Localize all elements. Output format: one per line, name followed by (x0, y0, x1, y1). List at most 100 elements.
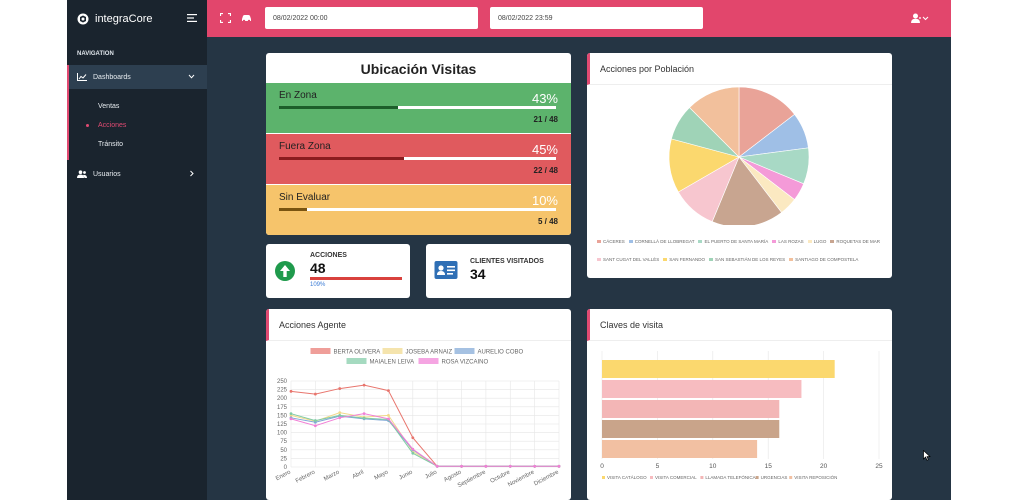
pie-slice[interactable] (738, 86, 795, 158)
data-point[interactable] (289, 389, 293, 393)
card-title: Acciones por Población (587, 53, 892, 85)
card-title: Acciones Agente (266, 309, 571, 341)
data-point[interactable] (387, 414, 390, 417)
claves-visita-card: Claves de visita 0 5 10 15 20 25 VISITA CATÁLO… (587, 309, 892, 500)
acciones-percent: 109% (310, 282, 326, 288)
menu-toggle-icon[interactable] (187, 13, 197, 23)
data-point[interactable] (484, 464, 488, 468)
data-point[interactable] (460, 464, 463, 468)
bar[interactable] (602, 400, 780, 418)
data-point[interactable] (313, 424, 317, 428)
legend-item[interactable]: SANT CUGAT DEL VALLÈS (597, 255, 659, 264)
pie-slice[interactable] (711, 156, 783, 225)
x-tick-label: Mayo (374, 469, 390, 481)
legend-label: LAS ROZAS (778, 239, 804, 244)
legend-swatch (709, 258, 714, 261)
sidebar-item-dashboards[interactable]: Dashboards (67, 65, 207, 89)
sidebar-item-usuarios[interactable]: Usuarios (67, 162, 207, 186)
brand[interactable]: integraCore (67, 0, 207, 37)
sidebar-subitem-transito[interactable]: Tránsito (98, 141, 124, 148)
data-point[interactable] (387, 389, 390, 393)
data-point[interactable] (313, 419, 317, 422)
y-tick-label: 25 (280, 456, 287, 462)
card-title: Claves de visita (587, 309, 892, 341)
data-point[interactable] (338, 414, 342, 417)
sidebar-subitem-acciones[interactable]: Acciones (69, 116, 207, 135)
legend-label[interactable]: VISITA CATÁLOGO (607, 474, 647, 480)
data-point[interactable] (338, 387, 342, 390)
data-point[interactable] (508, 464, 512, 468)
pie-chart (668, 86, 810, 225)
legend-swatch (650, 476, 653, 479)
data-point[interactable] (533, 464, 537, 468)
data-point[interactable] (435, 464, 439, 468)
legend-swatch (789, 258, 794, 261)
date-to-input[interactable] (490, 7, 703, 29)
data-point[interactable] (313, 392, 317, 396)
data-point[interactable] (362, 416, 366, 420)
zone-fuera-zona: Fuera Zona 45% 22 / 48 (266, 134, 571, 184)
data-point[interactable] (411, 447, 415, 451)
user-menu-icon[interactable] (911, 13, 929, 23)
acciones-agente-card: Acciones Agente BERTA OLIVERA JOSEBA ARNA… (266, 309, 571, 500)
legend-label[interactable]: JOSEBA ARNAIZ (406, 350, 453, 356)
legend-item[interactable]: CORNELLÀ DE LLOBREGAT (628, 237, 694, 246)
legend-label[interactable]: MAIALEN LEIVA (370, 360, 415, 366)
car-icon[interactable] (241, 13, 252, 23)
legend-item[interactable]: LAS ROZAS (772, 237, 804, 246)
clientes-stat-card: CLIENTES VISITADOS 34 (426, 244, 571, 298)
legend-item[interactable]: SANTIAGO DE COMPOSTELA (789, 255, 858, 264)
legend-item[interactable]: ROQUETAS DE MAR (830, 237, 880, 246)
legend-label[interactable]: AURELIO COBO (478, 350, 524, 356)
data-point[interactable] (338, 411, 342, 415)
zone-progress-fill (279, 106, 399, 109)
fullscreen-icon[interactable] (220, 13, 231, 23)
data-point[interactable] (411, 436, 415, 440)
data-point[interactable] (362, 383, 366, 387)
data-point[interactable] (557, 464, 561, 468)
legend-label[interactable]: VISITA COMERCIAL (655, 475, 697, 480)
bar[interactable] (602, 380, 802, 398)
bar[interactable] (602, 420, 780, 438)
data-point[interactable] (387, 417, 390, 421)
legend-label[interactable]: URGENCIAS (761, 475, 788, 480)
data-point[interactable] (338, 416, 342, 420)
clientes-label: CLIENTES VISITADOS (470, 258, 544, 265)
legend-label: SANTIAGO DE COMPOSTELA (795, 257, 859, 262)
data-point[interactable] (362, 412, 366, 416)
data-point[interactable] (411, 451, 415, 455)
y-tick-label: 150 (277, 413, 288, 419)
legend-label[interactable]: VISITA REPOSICIÓN (794, 474, 837, 480)
legend-item[interactable]: CÁCERES (597, 237, 625, 246)
legend-item[interactable]: SAN FERNANDO (663, 255, 705, 264)
legend-label: SAN FERNANDO (669, 257, 706, 262)
pie-slice[interactable] (689, 86, 740, 158)
y-tick-label: 175 (277, 405, 288, 411)
series-line[interactable] (290, 413, 559, 467)
pie-legend: CÁCERES CORNELLÀ DE LLOBREGAT EL PUERTO DE… (597, 230, 887, 266)
legend-label[interactable]: ROSA VIZCAINO (442, 360, 489, 366)
x-tick-label: Diciembre (533, 469, 560, 487)
zone-percent: 43% (531, 91, 558, 106)
x-tick-label: 15 (765, 463, 773, 470)
series-line[interactable] (290, 384, 559, 467)
id-card-icon (434, 261, 458, 279)
x-tick-label: Enero (275, 469, 293, 482)
sidebar-subitem-ventas[interactable]: Ventas (98, 103, 120, 110)
legend-swatch (789, 476, 793, 479)
data-point[interactable] (289, 412, 293, 416)
zone-sin-evaluar: Sin Evaluar 10% 5 / 48 (266, 185, 571, 235)
legend-item[interactable]: EL PUERTO DE SANTA MARÍA (698, 237, 768, 246)
legend-item[interactable]: SAN SEBASTIÁN DE LOS REYES (709, 255, 785, 264)
zone-progress-bar (279, 106, 556, 109)
clientes-value: 34 (470, 266, 486, 282)
date-from-input[interactable] (265, 7, 478, 29)
acciones-progress-bar (310, 277, 402, 280)
bar-chart: 0 5 10 15 20 25 VISITA CATÁLOGO VISITA COMERCIA… (600, 351, 883, 480)
legend-label[interactable]: BERTA OLIVERA (334, 350, 381, 356)
legend-label[interactable]: LLAMADA TELEFÓNICA (705, 474, 755, 480)
bar[interactable] (602, 360, 835, 378)
data-point[interactable] (289, 417, 293, 421)
legend-item[interactable]: LUGO (807, 237, 826, 246)
bar[interactable] (602, 440, 758, 458)
